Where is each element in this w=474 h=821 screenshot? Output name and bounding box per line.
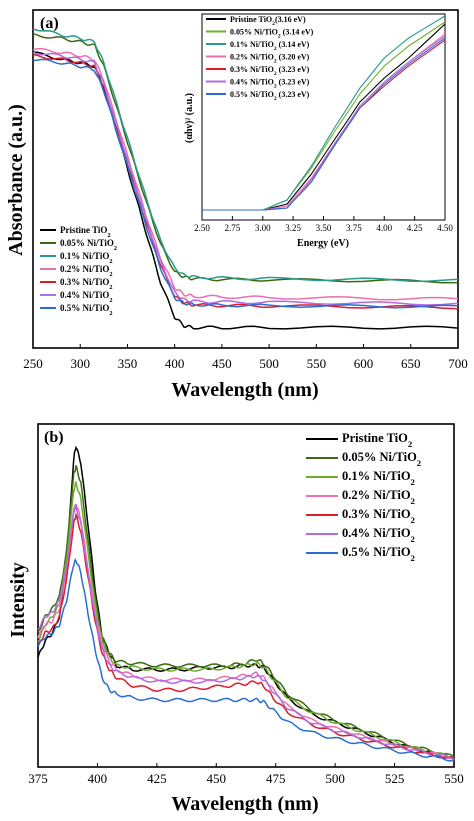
panel-a-frame <box>32 9 459 349</box>
inset-legend-label-0: Pristine TiO2(3.16 eV) <box>230 15 306 27</box>
panel-b-y-axis-title: Intensity <box>7 562 29 638</box>
inset-x-tick-label-8: 4.50 <box>437 223 453 233</box>
panel-a-x-tick-label-0: 250 <box>23 356 43 371</box>
panel-a-x-tick-label-2: 350 <box>118 356 138 371</box>
panel-a-label: (a) <box>40 15 59 32</box>
panel-b-x-tick-label-0: 375 <box>28 771 48 786</box>
inset-x-tick-label-0: 2.50 <box>194 223 210 233</box>
panel-b-frame <box>37 423 455 768</box>
panel-a-inset: 2.50 2.75 3.00 3.25 3.50 3.75 4.00 4.25 4.50 Ene… <box>184 13 453 249</box>
panel-b-x-tick-label-6: 525 <box>385 771 405 786</box>
panel-a-series-6 <box>32 58 459 309</box>
panel-a-y-axis-title: Absorbance (a.u.) <box>5 104 27 256</box>
panel-b-series-4 <box>37 512 455 759</box>
inset-x-tick-label-4: 3.50 <box>316 223 332 233</box>
panel-a-x-tick-label-8: 650 <box>401 356 421 371</box>
inset-frame <box>201 13 446 221</box>
inset-legend-label-3: 0.2% Ni/TiO2 (3.20 eV) <box>230 53 310 65</box>
panel-a-series <box>32 28 459 330</box>
panel-a-legend-label-6: 0.5% Ni/TiO2 <box>60 303 113 317</box>
panel-b-x-tick-label-2: 425 <box>147 771 167 786</box>
panel-b: (b) 375 400 425 450 475 500 525 550 Wavelength … <box>7 423 464 815</box>
panel-b-x-tick-label-1: 400 <box>88 771 108 786</box>
inset-legend-label-4: 0.3% Ni/TiO2 (3.23 eV) <box>230 65 310 77</box>
panel-b-series <box>37 445 455 762</box>
inset-x-tick-label-5: 3.75 <box>346 223 362 233</box>
panel-b-legend-label-6: 0.5% Ni/TiO2 <box>342 545 415 563</box>
inset-x-tick-label-7: 4.25 <box>407 223 423 233</box>
panel-a-x-ticks: 250 300 350 400 450 500 550 600 650 700 <box>23 344 468 371</box>
panel-b-legend-label-1: 0.05% Ni/TiO2 <box>342 450 421 468</box>
inset-x-tick-label-3: 3.25 <box>285 223 301 233</box>
panel-a-x-tick-label-4: 450 <box>212 356 232 371</box>
panel-b-legend-label-3: 0.2% Ni/TiO2 <box>342 488 415 506</box>
panel-a-series-0 <box>33 51 459 330</box>
panel-b-x-axis-title: Wavelength (nm) <box>171 793 318 815</box>
panel-a: (a) 250 300 350 400 450 500 550 600 650 700 Wavel… <box>5 9 468 401</box>
panel-a-x-tick-label-6: 550 <box>307 356 327 371</box>
inset-x-tick-label-6: 4.00 <box>376 223 392 233</box>
inset-series <box>202 15 446 211</box>
panel-b-x-tick-label-3: 450 <box>207 771 227 786</box>
inset-x-axis-title: Energy (eV) <box>297 238 349 249</box>
panel-a-legend-label-2: 0.1% Ni/TiO2 <box>60 251 113 265</box>
panel-a-x-tick-label-3: 400 <box>165 356 185 371</box>
panel-a-x-tick-label-9: 700 <box>448 356 468 371</box>
panel-a-series-3 <box>32 47 459 301</box>
panel-a-series-2 <box>32 28 459 283</box>
panel-b-series-5 <box>37 503 455 761</box>
inset-x-ticks: 2.50 2.75 3.00 3.25 3.50 3.75 4.00 4.25 4.50 <box>194 216 453 233</box>
panel-a-legend-label-4: 0.3% Ni/TiO2 <box>60 277 113 291</box>
inset-legend: Pristine TiO2(3.16 eV)0.05% Ni/TiO2 (3.1… <box>206 15 314 102</box>
inset-y-axis-title: (αhν)² (a.u.) <box>184 93 195 143</box>
panel-b-legend-label-0: Pristine TiO2 <box>342 431 412 449</box>
panel-b-series-2 <box>37 480 455 760</box>
inset-legend-label-6: 0.5% Ni/TiO2 (3.23 eV) <box>230 90 310 102</box>
panel-b-label: (b) <box>44 429 64 446</box>
panel-b-series-6 <box>37 558 455 762</box>
panel-b-legend-label-5: 0.4% Ni/TiO2 <box>342 526 415 544</box>
panel-b-legend-label-2: 0.1% Ni/TiO2 <box>342 469 415 487</box>
panel-b-x-tick-label-5: 500 <box>325 771 345 786</box>
panel-b-x-ticks: 375 400 425 450 475 500 525 550 <box>28 763 464 786</box>
panel-a-x-tick-label-7: 600 <box>354 356 374 371</box>
inset-series-0 <box>202 23 446 211</box>
panel-a-x-tick-label-5: 500 <box>259 356 279 371</box>
panel-b-legend-label-4: 0.3% Ni/TiO2 <box>342 507 415 525</box>
inset-series-6 <box>202 37 446 211</box>
inset-x-tick-label-1: 2.75 <box>225 223 241 233</box>
panel-a-series-4 <box>32 53 459 310</box>
panel-b-x-tick-label-7: 550 <box>444 771 464 786</box>
panel-a-series-5 <box>32 51 459 306</box>
inset-legend-label-5: 0.4% Ni/TiO2 (3.23 eV) <box>230 78 310 90</box>
inset-legend-label-1: 0.05% Ni/TiO2 (3.14 eV) <box>230 28 314 40</box>
inset-legend-label-2: 0.1% Ni/TiO2 (3.14 eV) <box>230 40 310 52</box>
panel-a-legend-label-0: Pristine TiO2 <box>60 225 111 239</box>
panel-a-legend-label-5: 0.4% Ni/TiO2 <box>60 290 113 304</box>
panel-a-x-tick-label-1: 300 <box>70 356 90 371</box>
inset-x-tick-label-2: 3.00 <box>255 223 271 233</box>
panel-a-x-axis-title: Wavelength (nm) <box>171 379 318 401</box>
inset-series-2 <box>202 15 446 211</box>
panel-a-legend-label-3: 0.2% Ni/TiO2 <box>60 264 113 278</box>
panel-a-legend-label-1: 0.05% Ni/TiO2 <box>60 238 117 252</box>
panel-b-x-tick-label-4: 475 <box>266 771 286 786</box>
